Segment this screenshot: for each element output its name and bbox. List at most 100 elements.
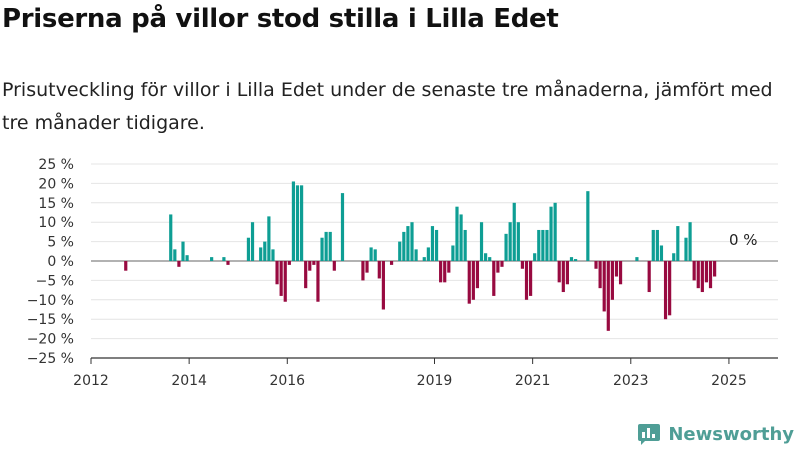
bar [287,261,291,265]
bar [684,237,688,261]
bar [713,261,717,277]
last-value-label: 0 % [729,231,758,249]
bar [573,259,578,261]
bar [569,257,574,261]
bar [250,222,255,261]
y-tick-label: −15 % [27,312,74,328]
bar [700,261,704,293]
bar [533,253,537,261]
bar [537,229,541,261]
bars [124,181,717,331]
bar [484,253,488,261]
bar [308,261,312,271]
bar [598,261,602,289]
bar [475,261,480,289]
bar [426,247,430,261]
bar [676,226,680,261]
bar [332,261,336,271]
bar [553,202,557,261]
bar [365,261,369,273]
bar [377,261,381,279]
chart-title: Priserna på villor stod stilla i Lilla E… [2,4,559,34]
bar [618,261,623,285]
bar [614,261,619,277]
bar [304,261,308,289]
y-tick-label: 10 % [38,215,74,231]
x-tick-label: 2023 [613,373,649,389]
bar [181,241,185,261]
bar [246,237,251,261]
bar [606,261,610,331]
y-tick-label: −20 % [27,332,74,348]
bar [594,261,598,269]
bar [361,261,365,281]
bar [222,257,226,261]
bar [259,247,263,261]
y-tick-label: −25 % [27,351,74,367]
bar [602,261,606,312]
bar [708,261,713,289]
chart-subtitle: Prisutveckling för villor i Lilla Edet u… [2,79,773,134]
bar [410,222,414,261]
bar [610,261,614,300]
bar [402,231,406,261]
bar [340,193,345,261]
bar [398,241,402,261]
bar [169,214,173,261]
bar [295,185,300,261]
bar [504,233,508,261]
bar [663,261,668,320]
bar [635,257,639,261]
y-axis-ticks: −25 % −20 % −15 % −10 % −5 % 0 % 5 % 10 % 15 % 20… [27,157,74,367]
bar [447,261,451,273]
bar [283,261,287,302]
newsworthy-logo: Newsworthy [637,422,794,446]
bar [668,261,672,316]
bar [263,241,267,261]
bar [586,191,590,261]
bar [512,202,516,261]
bar [508,222,512,261]
bar [430,226,435,261]
bar [267,216,271,261]
bar [271,249,275,261]
bar [672,253,676,261]
bar [651,229,655,261]
bar [177,261,181,267]
bar [373,249,377,261]
bar [381,261,385,310]
x-tick-label: 2019 [417,373,453,389]
x-tick-label: 2025 [711,373,747,389]
newsworthy-bar-chart-icon [638,424,661,445]
bar [439,261,443,283]
bar [545,229,549,261]
brand-name: Newsworthy [668,423,794,445]
bar [496,261,500,273]
bar [516,222,520,261]
bar [422,257,426,261]
bar [541,229,545,261]
gridlines [91,163,778,359]
x-axis: 2012 2014 2016 2019 2021 2023 2025 [73,357,778,389]
bar [369,247,373,261]
bar [459,214,463,261]
bar [500,261,504,267]
bar [312,261,316,265]
bar [524,261,529,300]
bar [557,261,561,283]
bar [549,206,553,261]
y-tick-label: −10 % [27,293,74,309]
bar [406,226,410,261]
bar [300,185,304,261]
bar [414,249,418,261]
bar [455,206,459,261]
bar [647,261,651,293]
bar [655,229,659,261]
y-tick-label: 5 % [47,235,74,251]
bar [316,261,320,302]
bar [692,261,696,281]
bar [291,181,296,261]
bar [210,257,214,261]
x-tick-label: 2021 [515,373,551,389]
